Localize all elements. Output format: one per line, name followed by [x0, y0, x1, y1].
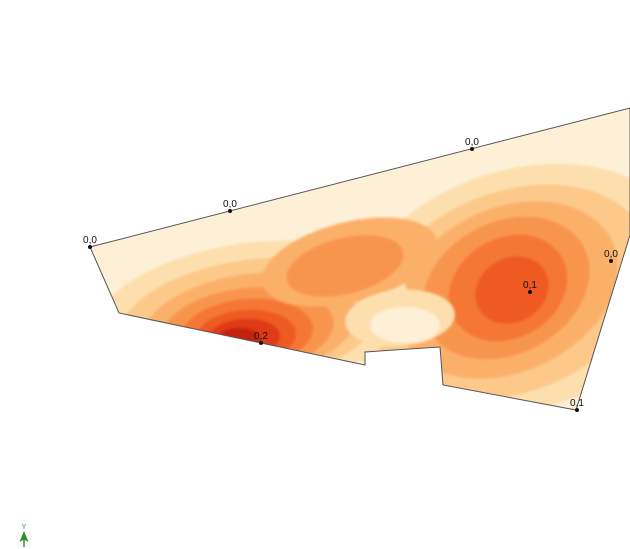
- point-marker: [575, 408, 579, 412]
- contour-band: [370, 307, 440, 343]
- area-outline: [89, 107, 630, 411]
- contour-band: [286, 235, 404, 297]
- measurement-point: 0,2: [254, 331, 268, 345]
- point-marker: [528, 290, 532, 294]
- north-arrow-icon: [19, 531, 29, 542]
- point-marker: [609, 259, 613, 263]
- point-label: 0,0: [465, 137, 479, 148]
- contour-group-middle: [262, 217, 455, 347]
- point-label: 0,0: [604, 249, 618, 260]
- measurement-point: 0,0: [465, 137, 479, 151]
- point-marker: [228, 209, 232, 213]
- measurement-point: 0,0: [223, 199, 237, 213]
- point-label: 0,0: [223, 199, 237, 210]
- measurement-point: 0,0: [604, 249, 618, 263]
- measurement-point: 0,1: [570, 398, 584, 412]
- point-label: 0,1: [523, 280, 537, 291]
- measurement-point: 0,0: [83, 235, 97, 249]
- measurement-points: 0,0 0,0 0,0 0,0 0,1 0,2 0,1: [83, 137, 618, 412]
- contour-band: [475, 256, 549, 324]
- point-label: 0,0: [83, 235, 97, 246]
- point-marker: [259, 341, 263, 345]
- measurement-point: 0,1: [523, 280, 537, 294]
- axis-y-label: Y: [22, 524, 27, 531]
- point-marker: [470, 147, 474, 151]
- point-label: 0,1: [570, 398, 584, 409]
- axis-indicator: Y: [19, 524, 29, 547]
- point-marker: [88, 245, 92, 249]
- point-label: 0,2: [254, 331, 268, 342]
